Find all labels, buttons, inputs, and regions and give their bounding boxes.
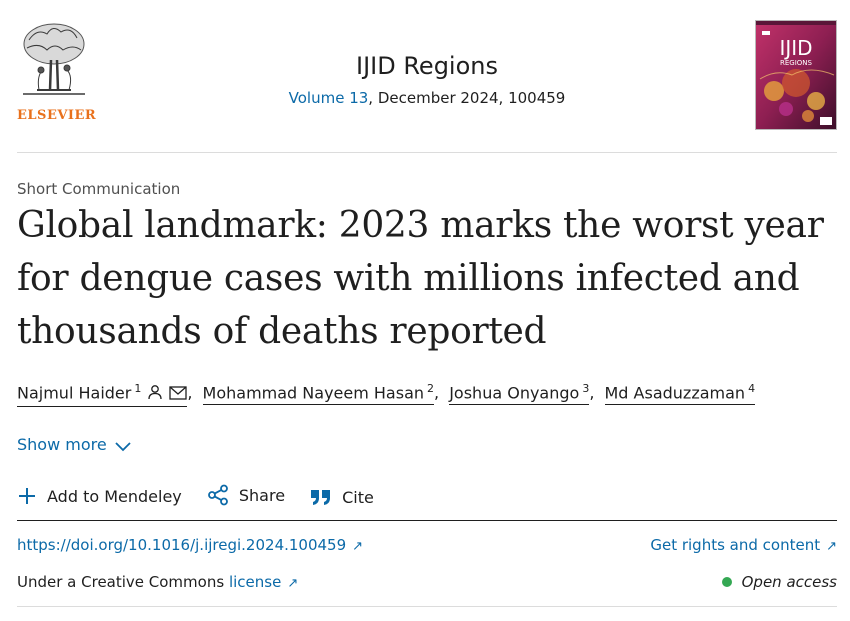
bottom-divider	[17, 606, 837, 607]
cite-label: Cite	[342, 487, 374, 507]
article-actions: Add to Mendeley Share Cite	[17, 484, 394, 510]
show-more-label: Show more	[17, 435, 107, 454]
author-1[interactable]: Najmul Haider 1	[17, 382, 188, 408]
license-link[interactable]: license ↗	[229, 573, 298, 591]
mail-icon	[169, 385, 187, 404]
chevron-down-icon	[115, 442, 131, 452]
open-access-badge: Open access	[721, 573, 837, 591]
doi-text: https://doi.org/10.1016/j.ijregi.2024.10…	[17, 536, 347, 554]
author-list: Najmul Haider 1, Mohammad Nayeem Hasan 2, …	[17, 382, 756, 408]
journal-header: ELSEVIER IJID Regions Volume 13, Decembe…	[17, 14, 837, 152]
article-type: Short Communication	[17, 180, 181, 198]
license-row: Under a Creative Commons license ↗	[17, 573, 298, 591]
external-link-icon: ↗	[287, 576, 299, 591]
author-name: Joshua Onyango	[449, 383, 580, 403]
share-icon	[207, 484, 228, 506]
open-access-dot-icon	[721, 577, 732, 587]
journal-cover[interactable]: IJID REGIONS	[755, 20, 837, 130]
actions-divider	[17, 520, 837, 521]
show-more-button[interactable]: Show more	[17, 435, 131, 454]
rights-row: Get rights and content ↗	[650, 536, 837, 554]
person-icon	[147, 384, 163, 404]
elsevier-logo[interactable]: ELSEVIER	[17, 20, 96, 123]
issue-details: , December 2024, 100459	[368, 89, 566, 107]
quote-icon	[311, 490, 331, 505]
journal-title[interactable]: IJID Regions	[355, 52, 498, 80]
elsevier-wordmark: ELSEVIER	[17, 108, 97, 123]
affiliation-sup: 2	[427, 382, 435, 395]
add-to-mendeley-label: Add to Mendeley	[47, 486, 182, 506]
author-name: Najmul Haider	[17, 383, 132, 403]
volume-link[interactable]: Volume 13	[288, 89, 369, 107]
affiliation-sup: 3	[582, 382, 590, 395]
article-title: Global landmark: 2023 marks the worst ye…	[17, 205, 824, 352]
share-label: Share	[238, 485, 286, 505]
issue-info: Volume 13, December 2024, 100459	[17, 89, 837, 107]
get-rights-link[interactable]: Get rights and content ↗	[650, 536, 837, 554]
elsevier-tree-icon	[23, 23, 85, 95]
add-to-mendeley-button[interactable]: Add to Mendeley	[17, 486, 182, 506]
share-button[interactable]: Share	[207, 484, 285, 506]
license-prefix: Under a Creative Commons	[17, 573, 229, 591]
open-access-label: Open access	[741, 573, 837, 591]
cite-button[interactable]: Cite	[310, 488, 374, 507]
license-link-text: license	[228, 573, 282, 591]
plus-icon	[19, 488, 35, 504]
header-divider	[17, 152, 837, 153]
author-3[interactable]: Joshua Onyango 3	[449, 382, 590, 406]
doi-row: https://doi.org/10.1016/j.ijregi.2024.10…	[17, 536, 363, 554]
doi-link[interactable]: https://doi.org/10.1016/j.ijregi.2024.10…	[17, 536, 363, 554]
author-name: Mohammad Nayeem Hasan	[202, 383, 425, 403]
cover-title: IJID	[779, 36, 812, 60]
rights-text: Get rights and content	[650, 536, 821, 554]
affiliation-sup: 4	[748, 382, 756, 395]
author-2[interactable]: Mohammad Nayeem Hasan 2	[202, 382, 435, 406]
author-4[interactable]: Md Asaduzzaman 4	[604, 382, 756, 406]
affiliation-sup: 1	[134, 382, 142, 395]
external-link-icon: ↗	[826, 539, 837, 554]
external-link-icon: ↗	[352, 539, 364, 554]
cover-subtitle: REGIONS	[780, 59, 813, 67]
author-name: Md Asaduzzaman	[604, 383, 746, 403]
